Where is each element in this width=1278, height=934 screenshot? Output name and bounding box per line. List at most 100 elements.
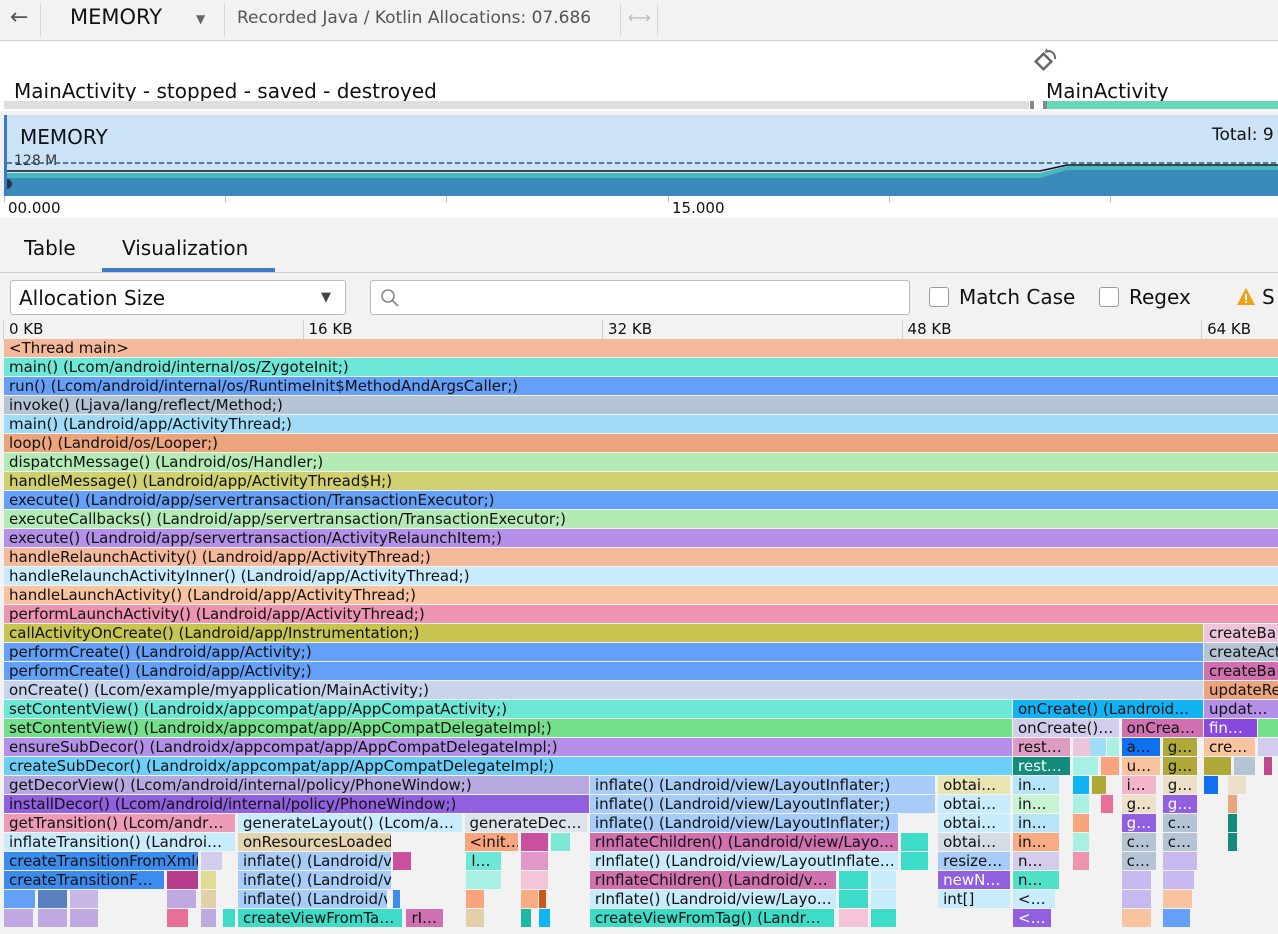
memory-chart[interactable]: MEMORY Total: 9 128 M [4,115,1278,196]
flame-frame[interactable] [870,871,896,889]
flame-frame[interactable]: n… [1013,871,1059,889]
flame-frame[interactable] [520,890,539,908]
flame-frame[interactable] [4,890,35,908]
flame-frame[interactable] [393,852,412,870]
fit-width-icon[interactable]: ⟷ [628,8,651,27]
flame-frame[interactable] [1106,738,1119,756]
caret-down-icon[interactable]: ▼ [196,12,206,26]
flame-frame[interactable]: c… [1162,833,1198,851]
flame-frame[interactable] [466,909,485,927]
flame-frame[interactable] [1089,738,1106,756]
profiler-selector[interactable]: MEMORY [70,5,163,29]
flame-frame[interactable]: createBa [1203,662,1278,680]
flame-frame[interactable]: inflate() (Landroid/view/LayoutInflater;… [589,795,936,813]
flame-frame[interactable] [1228,814,1237,832]
current-activity-bar[interactable] [1047,101,1278,109]
flame-frame[interactable] [1162,890,1192,908]
flame-frame[interactable]: setContentView() (Landroidx/appcompat/ap… [4,719,1012,737]
flame-frame[interactable] [870,890,896,908]
flame-frame[interactable]: run() (Lcom/android/internal/os/RuntimeI… [4,377,1278,395]
flame-frame[interactable]: <init… [464,833,518,851]
flame-frame[interactable] [466,871,501,889]
flame-frame[interactable]: <… [1013,909,1052,927]
flame-frame[interactable]: cre… [1203,738,1256,756]
flame-frame[interactable] [200,871,217,889]
flame-frame[interactable]: handleRelaunchActivityInner() (Landroid/… [4,567,1278,585]
flame-frame[interactable]: createTransitionFromXml(… [4,852,198,870]
flame-frame[interactable]: generateLayout() (Lcom/a… [238,814,462,832]
flame-frame[interactable] [166,909,189,927]
flame-frame[interactable]: dispatchMessage() (Landroid/os/Handler;) [4,453,1278,471]
back-button[interactable]: ← [10,5,29,30]
flame-frame[interactable]: createBa [1203,624,1278,642]
flame-frame[interactable]: resize… [938,852,1011,870]
flame-frame[interactable]: createAct [1203,643,1278,661]
flame-frame[interactable] [166,871,198,889]
flame-frame[interactable]: fin… [1203,719,1258,737]
flame-frame[interactable] [1233,757,1256,775]
flame-frame[interactable] [1121,909,1151,927]
flame-frame[interactable]: rInflateChildren() (Landroid/view/Layo… [589,833,898,851]
flame-frame[interactable]: c… [1162,814,1198,832]
tab-visualization[interactable]: Visualization [122,236,249,260]
flame-frame[interactable]: rInflate() (Landroid/view/Layo… [589,890,837,908]
flame-frame[interactable]: g… [1121,795,1157,813]
regex-checkbox[interactable] [1099,287,1119,307]
flame-frame[interactable]: inflate() (Landroid/view/… [238,871,391,889]
flame-frame[interactable]: c… [1121,852,1157,870]
flame-frame[interactable]: n… [1013,852,1059,870]
flame-frame[interactable] [539,890,546,908]
flame-frame[interactable]: g… [1162,757,1198,775]
flame-frame[interactable]: obtai… [938,833,1011,851]
flame-frame[interactable] [4,909,33,927]
flame-frame[interactable]: l… [466,852,501,870]
previous-activity-bar[interactable] [4,101,1029,109]
flame-frame[interactable]: installDecor() (Lcom/android/internal/po… [4,795,589,813]
flame-frame[interactable]: in… [1013,776,1059,794]
flame-frame[interactable]: inflate() (Landroid/view/LayoutInflater;… [589,776,936,794]
flame-frame[interactable]: a… [1121,738,1160,756]
flame-frame[interactable]: onCreate() (Landroid… [1013,700,1203,718]
flame-frame[interactable] [838,909,868,927]
flame-frame[interactable] [1258,719,1278,737]
flame-frame[interactable]: rest… [1013,738,1071,756]
flame-frame[interactable] [1162,852,1198,870]
flame-frame[interactable]: onCrea… [1121,719,1203,737]
flame-frame[interactable]: u… [1121,757,1160,775]
flame-frame[interactable] [69,890,99,908]
match-case-checkbox[interactable] [929,287,949,307]
flame-frame[interactable] [1121,890,1151,908]
flame-frame[interactable]: inflateTransition() (Landroi… [4,833,236,851]
flame-frame[interactable] [1162,871,1194,889]
flame-frame[interactable]: in… [1013,814,1059,832]
tab-table[interactable]: Table [24,236,76,260]
flame-frame[interactable]: createTransitionF… [4,871,164,889]
flame-frame[interactable] [1100,757,1119,775]
flame-frame[interactable] [69,909,99,927]
flame-frame[interactable]: generateDec… [464,814,588,832]
flame-frame[interactable]: c… [1121,833,1157,851]
flame-frame[interactable]: execute() (Landroid/app/servertransactio… [4,491,1278,509]
flame-frame[interactable] [1072,852,1089,870]
flame-frame[interactable] [1072,776,1089,794]
flame-frame[interactable] [166,890,196,908]
flame-chart[interactable]: <Thread main> main() (Lcom/android/intern… [4,339,1278,929]
flame-frame[interactable]: inflate() (Landroid/view/… [238,890,387,908]
flame-frame[interactable]: onCreate() (Lcom/example/myapplication/M… [4,681,1203,699]
flame-frame[interactable] [520,871,548,889]
flame-frame[interactable]: obtai… [938,795,1011,813]
flame-frame[interactable] [1228,795,1237,813]
flame-frame[interactable]: rest… [1013,757,1071,775]
flame-frame[interactable]: ensureSubDecor() (Landroidx/appcompat/ap… [4,738,1012,756]
flame-frame[interactable]: g… [1162,776,1198,794]
flame-frame[interactable] [520,852,548,870]
flame-frame[interactable] [838,871,868,889]
flame-frame[interactable] [1072,795,1089,813]
flame-frame[interactable]: rI… [406,909,443,927]
flame-frame[interactable]: int[] [938,890,1011,908]
flame-frame[interactable] [1228,833,1237,851]
flame-frame[interactable]: execute() (Landroid/app/servertransactio… [4,529,1278,547]
flame-frame[interactable] [1203,776,1218,794]
flame-frame[interactable] [200,890,217,908]
flame-frame[interactable]: inflate() (Landroid/view/… [238,852,391,870]
